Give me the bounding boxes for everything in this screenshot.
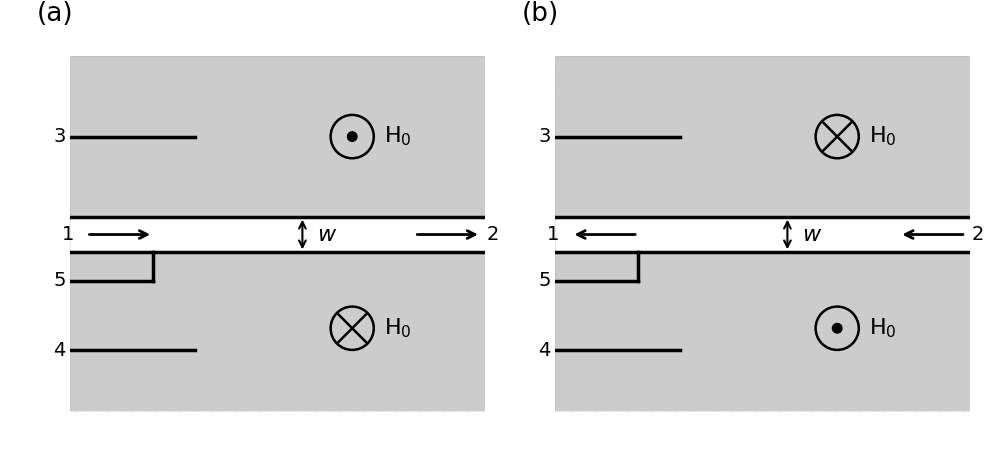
Text: H$_0$: H$_0$ (869, 125, 897, 149)
Text: 1: 1 (62, 225, 74, 244)
Bar (70, 56, 485, 217)
Bar (70, 217, 485, 252)
Text: 2: 2 (487, 225, 499, 244)
Bar (70, 56, 485, 410)
Bar (555, 252, 970, 410)
Text: 3: 3 (53, 127, 66, 146)
Text: 5: 5 (53, 271, 66, 290)
Text: H$_0$: H$_0$ (384, 317, 412, 340)
Text: (a): (a) (37, 1, 73, 27)
Text: 3: 3 (538, 127, 551, 146)
Text: $w$: $w$ (802, 223, 822, 246)
Text: 2: 2 (972, 225, 984, 244)
Text: 1: 1 (547, 225, 559, 244)
Bar (70, 252, 485, 410)
Circle shape (347, 132, 357, 141)
Circle shape (832, 323, 842, 333)
Text: 4: 4 (53, 341, 66, 360)
Text: 5: 5 (538, 271, 551, 290)
Text: H$_0$: H$_0$ (384, 125, 412, 149)
Text: 4: 4 (538, 341, 551, 360)
Bar (555, 56, 970, 217)
Text: $w$: $w$ (317, 223, 337, 246)
Bar (555, 217, 970, 252)
Text: (b): (b) (522, 1, 559, 27)
Bar (555, 56, 970, 410)
Text: H$_0$: H$_0$ (869, 317, 897, 340)
